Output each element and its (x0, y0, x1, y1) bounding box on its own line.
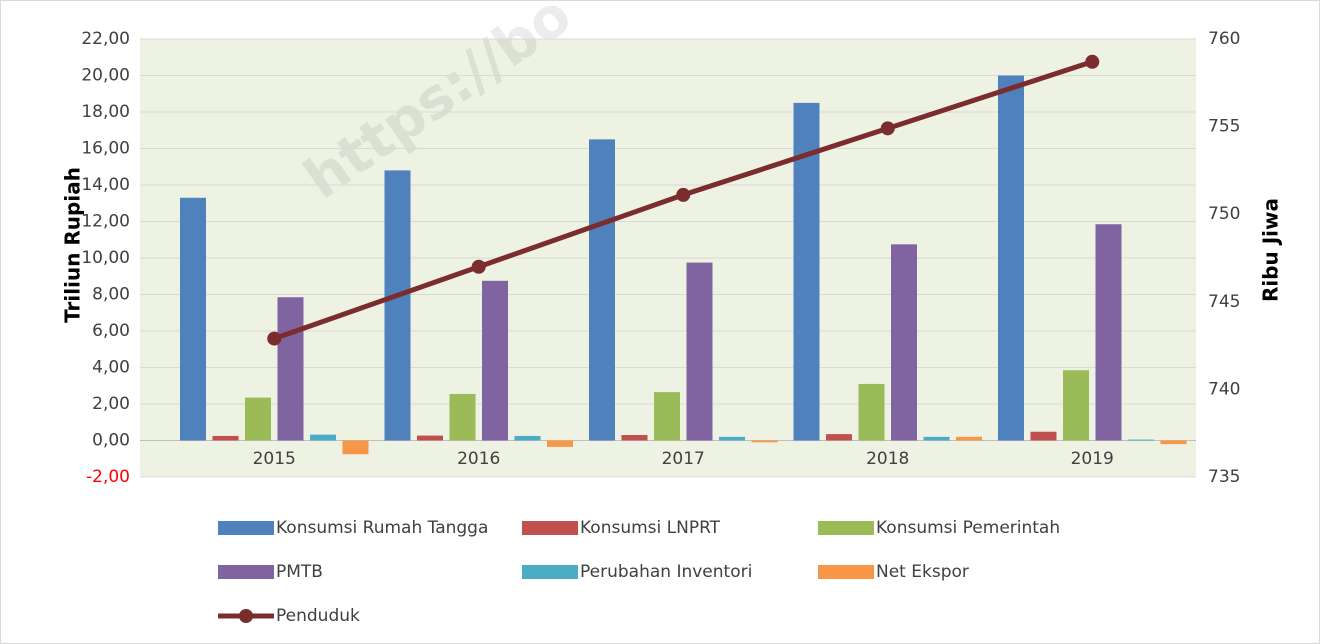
bar (310, 434, 336, 441)
y-tick-label: 16,00 (81, 139, 130, 159)
y-tick-label: 6,00 (92, 321, 130, 341)
bar (956, 436, 982, 441)
bar (417, 435, 443, 441)
bar (686, 262, 713, 441)
x-tick-label: 2018 (866, 449, 909, 469)
bar (858, 383, 885, 441)
y2-tick-label: 760 (1208, 29, 1240, 49)
y-tick-label: 22,00 (81, 29, 130, 49)
legend-label: Penduduk (276, 606, 360, 626)
bar (547, 440, 573, 447)
y-tick-label: 18,00 (81, 102, 130, 122)
legend-label: Konsumsi LNPRT (580, 518, 721, 538)
legend-swatch (522, 521, 578, 535)
legend-label: PMTB (276, 562, 323, 582)
bar (1095, 224, 1122, 441)
bar (891, 244, 917, 441)
legend-label: Perubahan Inventori (580, 562, 752, 582)
y2-tick-label: 735 (1208, 467, 1240, 487)
bar (482, 280, 508, 441)
y2-tick-label: 745 (1208, 292, 1240, 312)
legend-swatch (239, 609, 253, 623)
y-tick-label: 20,00 (81, 66, 130, 86)
marker (880, 121, 895, 136)
marker (676, 187, 691, 202)
y2-tick-label: 750 (1208, 204, 1240, 224)
bar (277, 297, 304, 441)
marker (267, 331, 282, 346)
y-tick-label: -2,00 (86, 467, 130, 487)
bar (212, 435, 239, 441)
bar (514, 435, 541, 441)
y2-axis-title: Ribu Jiwa (1259, 198, 1283, 302)
bar (621, 435, 648, 441)
marker (471, 259, 486, 274)
legend-label: Net Ekspor (876, 562, 969, 582)
y-tick-label: 12,00 (81, 212, 130, 232)
legend-swatch (218, 565, 274, 579)
y-tick-label: 4,00 (92, 358, 130, 378)
bar (384, 170, 411, 441)
legend-swatch (818, 521, 874, 535)
bar (1063, 370, 1089, 441)
legend-swatch (522, 565, 578, 579)
y-axis-title: Triliun Rupiah (61, 167, 85, 323)
bar (654, 392, 680, 441)
bar (449, 393, 476, 441)
bar (342, 440, 369, 455)
marker (1085, 54, 1100, 69)
bar (923, 436, 950, 441)
x-tick-label: 2016 (457, 449, 500, 469)
bar (998, 75, 1024, 441)
x-tick-label: 2015 (253, 449, 296, 469)
y-tick-label: 10,00 (81, 248, 130, 268)
bar (589, 139, 615, 441)
legend-swatch (218, 521, 274, 535)
y-tick-label: 8,00 (92, 285, 130, 305)
bar (1030, 431, 1057, 441)
y-tick-label: 14,00 (81, 175, 130, 195)
bar (1128, 439, 1154, 441)
x-tick-label: 2017 (662, 449, 705, 469)
x-tick-label: 2019 (1071, 449, 1114, 469)
bar (245, 397, 271, 441)
y2-tick-label: 755 (1208, 117, 1240, 137)
legend-label: Konsumsi Rumah Tangga (276, 518, 488, 538)
legend-swatch (818, 565, 874, 579)
bar (751, 440, 778, 443)
legend-label: Konsumsi Pemerintah (876, 518, 1060, 538)
bar (719, 436, 745, 441)
y-tick-label: 2,00 (92, 394, 130, 414)
bar (826, 434, 852, 441)
bar (180, 197, 206, 441)
bar (1160, 440, 1187, 445)
y2-tick-label: 740 (1208, 379, 1240, 399)
y-tick-label: 0,00 (92, 431, 130, 451)
